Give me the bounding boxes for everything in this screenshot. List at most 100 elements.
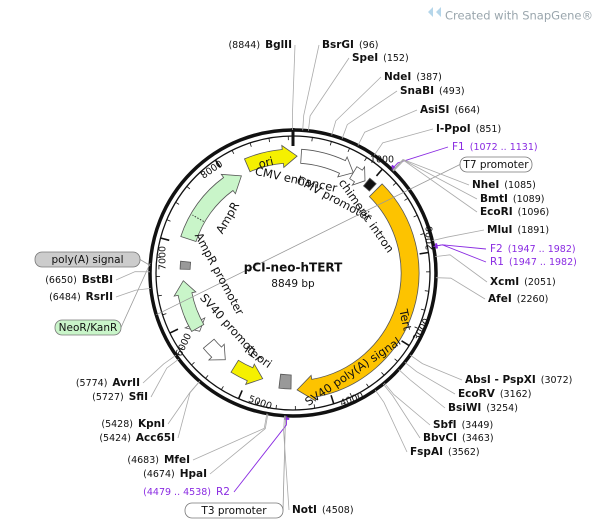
minor-tick: [179, 347, 184, 351]
header: Created with SnapGene®: [428, 7, 593, 23]
enzyme-label: AfeI (2260): [488, 293, 548, 305]
minor-tick: [414, 326, 419, 329]
enzyme-leader: [291, 44, 296, 131]
enzyme-name: AsiSI: [420, 104, 449, 116]
enzyme-name: NdeI: [384, 71, 411, 83]
feature-arrow: [278, 373, 292, 390]
enzyme-leader: [341, 90, 398, 139]
header-text: Created with SnapGene®: [445, 9, 593, 23]
feature-arrow: [362, 177, 377, 192]
primer-name: F1: [452, 141, 465, 153]
minor-tick: [256, 401, 259, 406]
leaders: [115, 44, 488, 511]
enzyme-site: (96): [359, 40, 379, 51]
enzyme-name: KpnI: [138, 418, 165, 430]
enzyme-leader: [115, 271, 151, 281]
feature-box: [34, 251, 141, 268]
enzyme-site: (4508): [322, 505, 354, 516]
minor-tick: [191, 362, 195, 366]
enzyme-site: (4674): [143, 469, 175, 480]
enzyme-label: NheI (1085): [472, 179, 536, 191]
feature-box-label: NeoR/KanR: [59, 322, 118, 334]
primer-range: (4479 .. 4538): [143, 487, 211, 498]
minor-tick: [366, 383, 370, 388]
enzyme-leader: [373, 128, 434, 156]
logo: [428, 7, 441, 17]
feature-leader: [156, 164, 461, 316]
enzyme-leader: [392, 159, 478, 200]
enzyme-leader: [192, 413, 268, 461]
enzyme-name: FspAI: [410, 446, 443, 458]
enzyme-site: (3449): [462, 420, 494, 431]
enzyme-site: (3562): [448, 447, 480, 458]
minor-tick: [394, 358, 398, 362]
enzyme-site: (152): [383, 53, 409, 64]
minor-tick: [392, 182, 397, 186]
enzyme-site: (3072): [541, 375, 573, 386]
primer-leader: [233, 415, 288, 493]
enzyme-leader: [357, 109, 418, 146]
minor-tick: [268, 138, 271, 143]
enzyme-label: (5774) AvrII: [76, 377, 140, 389]
enzyme-name: Acc65I: [136, 432, 175, 444]
enzyme-name: MfeI: [164, 454, 190, 466]
enzyme-leader: [398, 369, 446, 409]
minor-tick: [347, 148, 350, 153]
primer-label: F2 (1947 .. 1982): [490, 243, 576, 255]
enzyme-site: (851): [476, 124, 502, 135]
enzyme-leader: [435, 277, 486, 300]
enzyme-name: NotI: [292, 504, 317, 516]
enzyme-site: (5727): [92, 392, 124, 403]
enzyme-label: FspAI (3562): [410, 446, 480, 458]
enzyme-leader: [404, 361, 456, 395]
feature-box: [184, 502, 284, 519]
enzyme-label: BbvCI (3463): [423, 432, 494, 444]
enzyme-leader: [177, 381, 201, 439]
enzyme-label: I-PpoI (851): [436, 123, 501, 135]
enzyme-leader: [115, 288, 151, 298]
enzyme-label: (4683) MfeI: [127, 454, 190, 466]
enzyme-leader: [331, 76, 382, 136]
enzyme-site: (1891): [517, 225, 549, 236]
feature-arrow: [349, 165, 366, 186]
enzyme-name: BstBI: [82, 274, 113, 286]
primer-range: (1072 .. 1131): [470, 142, 538, 153]
enzyme-name: NheI: [472, 179, 499, 191]
feature-leader: [120, 262, 151, 328]
feature-arrow: [202, 338, 226, 361]
enzyme-site: (4683): [127, 455, 159, 466]
enzyme-name: XcmI: [490, 276, 519, 288]
major-tick: [214, 159, 222, 168]
primer-name: R2: [216, 486, 230, 498]
enzyme-site: (5774): [76, 378, 108, 389]
enzyme-label: MluI (1891): [487, 224, 549, 236]
primer-label: F1 (1072 .. 1131): [452, 141, 538, 153]
enzyme-name: AvrII: [112, 377, 140, 389]
enzyme-name: SbfI: [433, 419, 457, 431]
enzyme-name: EcoRI: [480, 206, 513, 218]
enzyme-name: BbvCI: [423, 432, 457, 444]
enzyme-site: (5428): [101, 419, 133, 430]
primer-leader: [433, 244, 487, 263]
minor-tick: [424, 290, 429, 292]
minor-tick: [381, 372, 385, 376]
minor-tick: [199, 172, 204, 176]
enzyme-name: I-PpoI: [436, 123, 471, 135]
major-tick: [401, 340, 410, 347]
minor-tick: [313, 404, 316, 409]
feature-box: [54, 319, 122, 336]
major-tick: [375, 168, 383, 177]
enzyme-leader: [209, 413, 269, 475]
enzyme-leader: [150, 358, 180, 398]
major-tick: [160, 237, 170, 242]
enzyme-label: SbfI (3449): [433, 419, 493, 431]
feature-label: ori: [257, 154, 275, 171]
enzyme-leader: [432, 229, 485, 241]
primer-leader: [391, 146, 449, 170]
enzyme-leader: [409, 354, 463, 381]
enzyme-label: (5428) KpnI: [101, 418, 165, 430]
feature-arrow: [300, 148, 354, 178]
enzyme-site: (664): [454, 105, 480, 116]
enzyme-name: AbsI - PspXI: [465, 374, 536, 386]
